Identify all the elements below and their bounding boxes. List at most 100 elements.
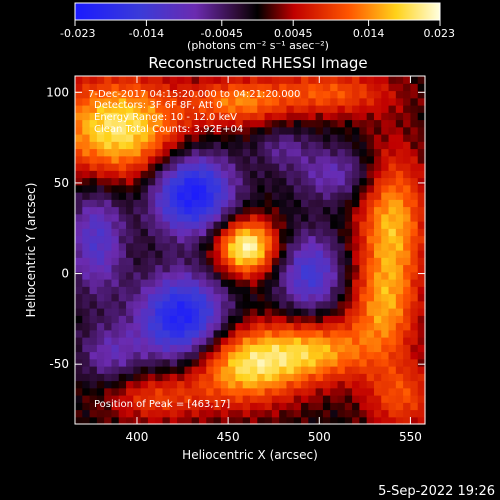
heatmap-cell: [140, 351, 149, 360]
heatmap-cell: [228, 344, 237, 353]
heatmap-cell: [293, 97, 302, 106]
heatmap-cell: [147, 141, 156, 150]
heatmap-cell: [177, 300, 185, 309]
heatmap-cell: [337, 184, 346, 193]
heatmap-cell: [301, 206, 309, 215]
heatmap-cell: [147, 395, 156, 403]
heatmap-cell: [206, 264, 215, 273]
heatmap-cell: [220, 373, 229, 382]
heatmap-cell: [75, 90, 83, 99]
heatmap-cell: [417, 337, 426, 345]
heatmap-cell: [228, 192, 237, 200]
heatmap-cell: [75, 199, 83, 208]
heatmap-cell: [118, 380, 127, 389]
heatmap-cell: [330, 358, 339, 367]
heatmap-cell: [169, 148, 178, 157]
heatmap-cell: [82, 250, 91, 258]
heatmap-cell: [147, 373, 156, 382]
heatmap-cell: [403, 293, 412, 302]
heatmap-cell: [366, 250, 375, 258]
heatmap-cell: [147, 228, 156, 237]
heatmap-cell: [308, 416, 317, 425]
heatmap-cell: [96, 228, 105, 237]
heatmap-cell: [417, 242, 426, 251]
heatmap-cell: [169, 373, 178, 382]
heatmap-cell: [82, 257, 91, 266]
heatmap-cell: [322, 264, 331, 273]
heatmap-cell: [250, 279, 258, 287]
heatmap-cell: [155, 308, 164, 316]
heatmap-cell: [118, 76, 127, 84]
heatmap-cell: [373, 235, 382, 244]
heatmap-cell: [315, 402, 324, 411]
heatmap-cell: [206, 329, 215, 338]
heatmap-cell: [330, 235, 339, 244]
heatmap-cell: [337, 250, 346, 258]
heatmap-cell: [177, 119, 185, 128]
heatmap-cell: [220, 242, 229, 251]
heatmap-cell: [75, 416, 83, 425]
heatmap-cell: [206, 163, 215, 171]
heatmap-cell: [359, 126, 368, 135]
heatmap-cell: [220, 76, 229, 84]
heatmap-cell: [191, 337, 200, 345]
heatmap-cell: [206, 228, 215, 237]
heatmap-cell: [366, 351, 375, 360]
heatmap-cell: [352, 112, 360, 121]
heatmap-cell: [147, 315, 156, 324]
heatmap-cell: [279, 409, 288, 418]
heatmap-cell: [191, 344, 200, 353]
heatmap-cell: [373, 373, 382, 382]
heatmap-cell: [366, 206, 375, 215]
heatmap-cell: [388, 199, 397, 208]
heatmap-cell: [140, 90, 149, 99]
heatmap-cell: [96, 358, 105, 367]
heatmap-cell: [177, 286, 185, 295]
heatmap-cell: [213, 373, 222, 382]
heatmap-cell: [344, 206, 353, 215]
heatmap-cell: [184, 395, 193, 403]
heatmap-cell: [111, 184, 120, 193]
heatmap-cell: [213, 97, 222, 106]
heatmap-cell: [82, 170, 91, 179]
heatmap-cell: [155, 76, 164, 84]
heatmap-cell: [111, 250, 120, 258]
heatmap-cell: [337, 264, 346, 273]
heatmap-cell: [177, 184, 185, 193]
heatmap-cell: [293, 337, 302, 345]
heatmap-cell: [315, 105, 324, 113]
heatmap-cell: [75, 395, 83, 403]
heatmap-cell: [111, 300, 120, 309]
heatmap-cell: [366, 163, 375, 171]
heatmap-cell: [140, 184, 149, 193]
heatmap-cell: [118, 271, 127, 280]
heatmap-cell: [308, 119, 317, 128]
heatmap-cell: [242, 184, 251, 193]
heatmap-cell: [213, 271, 222, 280]
heatmap-cell: [235, 395, 244, 403]
heatmap-cell: [308, 141, 317, 150]
heatmap-cell: [104, 279, 113, 287]
heatmap-cell: [352, 170, 360, 179]
heatmap-cell: [344, 286, 353, 295]
heatmap-cell: [293, 402, 302, 411]
heatmap-cell: [184, 155, 193, 164]
heatmap-cell: [301, 148, 309, 157]
heatmap-cell: [279, 148, 288, 157]
heatmap-cell: [228, 300, 237, 309]
heatmap-cell: [242, 293, 251, 302]
heatmap-cell: [373, 315, 382, 324]
heatmap-cell: [366, 380, 375, 389]
heatmap-cell: [118, 293, 127, 302]
heatmap-cell: [220, 257, 229, 266]
heatmap-cell: [104, 163, 113, 171]
heatmap-cell: [352, 228, 360, 237]
heatmap-cell: [140, 155, 149, 164]
heatmap-cell: [403, 380, 412, 389]
heatmap-cell: [388, 206, 397, 215]
heatmap-cell: [315, 344, 324, 353]
heatmap-cell: [257, 170, 266, 179]
heatmap-cell: [344, 192, 353, 200]
heatmap-cell: [191, 358, 200, 367]
heatmap-cell: [403, 315, 412, 324]
